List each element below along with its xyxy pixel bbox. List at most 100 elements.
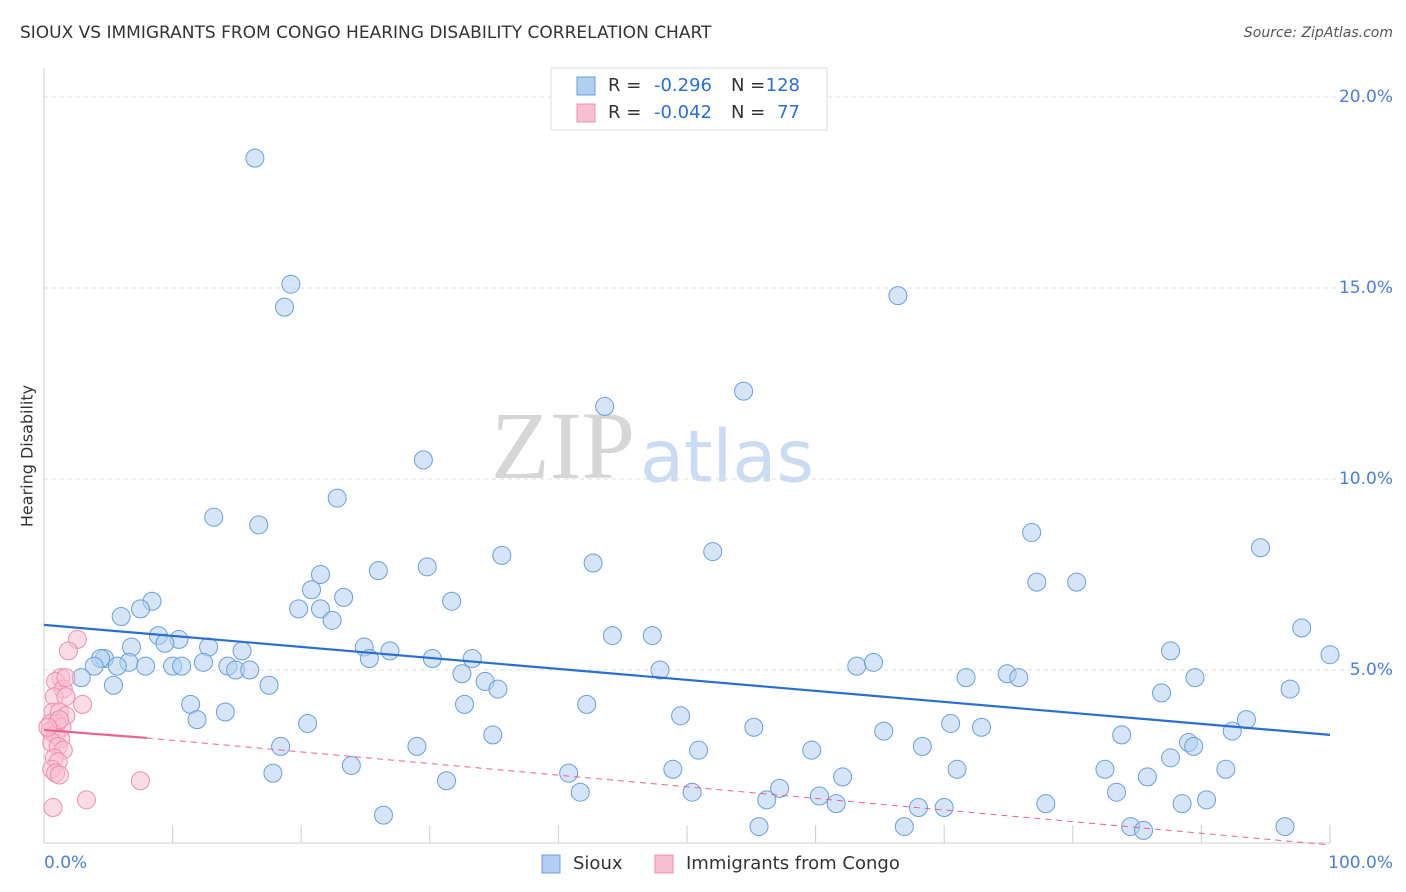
- legend-swatch: [576, 103, 596, 123]
- data-point: [689, 740, 709, 760]
- data-point: [1027, 572, 1047, 592]
- data-point: [894, 817, 914, 837]
- data-point: [130, 599, 150, 619]
- legend-r-label: R =: [608, 102, 641, 123]
- data-point: [559, 763, 579, 783]
- data-point: [1320, 645, 1340, 665]
- data-point: [136, 656, 156, 676]
- legend-r-value: -0.042: [654, 102, 712, 123]
- y-tick-label: 5.0%: [1350, 660, 1393, 680]
- data-point: [58, 641, 78, 661]
- data-point: [1009, 668, 1029, 688]
- data-point: [442, 591, 462, 611]
- data-point: [912, 736, 932, 756]
- data-point: [802, 740, 822, 760]
- legend-n-value: 128: [766, 75, 800, 96]
- data-point: [76, 790, 96, 810]
- data-point: [1161, 641, 1181, 661]
- y-tick-label: 15.0%: [1339, 278, 1393, 298]
- data-point: [483, 725, 503, 745]
- watermark: atlas: [640, 415, 814, 499]
- data-point: [368, 561, 388, 581]
- data-point: [374, 805, 394, 825]
- y-axis-label: Hearing Disability: [18, 385, 37, 527]
- legend-r-value: -0.296: [654, 75, 712, 96]
- data-point: [245, 148, 265, 168]
- legend-n-label: N =: [731, 75, 765, 96]
- data-point: [1022, 522, 1042, 542]
- data-point: [663, 759, 683, 779]
- data-point: [941, 713, 961, 733]
- data-point: [602, 626, 622, 646]
- data-point: [380, 641, 400, 661]
- data-point: [452, 664, 472, 684]
- data-point: [462, 649, 482, 669]
- data-point: [1275, 817, 1295, 837]
- legend-box: [550, 67, 828, 131]
- data-point: [193, 652, 213, 672]
- data-point: [289, 599, 309, 619]
- data-point: [259, 675, 279, 695]
- data-point: [826, 794, 846, 814]
- chart-title: SIOUX VS IMMIGRANTS FROM CONGO HEARING D…: [20, 23, 712, 43]
- data-point: [407, 736, 427, 756]
- source: Source: ZipAtlas.com: [1244, 25, 1393, 41]
- trend-line: [43, 623, 1331, 737]
- data-point: [232, 641, 252, 661]
- data-point: [413, 450, 433, 470]
- data-point: [888, 286, 908, 306]
- legend-swatch: [576, 76, 596, 96]
- data-point: [334, 587, 354, 607]
- data-point: [49, 765, 69, 785]
- data-point: [874, 721, 894, 741]
- data-point: [327, 488, 347, 508]
- data-point: [1280, 679, 1300, 699]
- data-point: [455, 694, 475, 714]
- legend-label: Immigrants from Congo: [686, 853, 900, 874]
- data-point: [642, 626, 662, 646]
- data-point: [809, 786, 829, 806]
- data-point: [249, 515, 269, 535]
- data-point: [488, 679, 508, 699]
- data-point: [956, 668, 976, 688]
- data-point: [274, 297, 294, 317]
- data-point: [56, 668, 76, 688]
- data-point: [437, 771, 457, 791]
- data-point: [1134, 820, 1154, 840]
- data-point: [1172, 794, 1192, 814]
- data-point: [1185, 668, 1205, 688]
- x-tick-label: 0.0%: [44, 853, 87, 873]
- data-point: [310, 599, 330, 619]
- data-point: [595, 396, 615, 416]
- data-point: [650, 660, 670, 680]
- data-point: [240, 660, 260, 680]
- legend-swatch: [654, 854, 674, 874]
- data-point: [971, 717, 991, 737]
- data-point: [1112, 725, 1132, 745]
- data-point: [322, 610, 342, 630]
- data-point: [703, 542, 723, 562]
- data-point: [310, 564, 330, 584]
- data-point: [417, 557, 437, 577]
- data-point: [583, 553, 603, 573]
- data-point: [863, 652, 883, 672]
- data-point: [847, 656, 867, 676]
- data-point: [1036, 794, 1056, 814]
- data-point: [187, 710, 207, 730]
- legend-swatch: [541, 854, 561, 874]
- data-point: [833, 767, 853, 787]
- data-point: [107, 656, 127, 676]
- data-point: [1107, 782, 1127, 802]
- data-point: [43, 797, 63, 817]
- data-point: [934, 797, 954, 817]
- data-point: [103, 675, 123, 695]
- data-point: [749, 817, 769, 837]
- y-tick-label: 10.0%: [1339, 469, 1393, 489]
- data-point: [492, 545, 512, 565]
- data-point: [577, 694, 597, 714]
- data-point: [341, 755, 361, 775]
- legend-n-label: N =: [731, 102, 765, 123]
- x-tick-label: 100.0%: [1328, 853, 1393, 873]
- data-point: [682, 782, 702, 802]
